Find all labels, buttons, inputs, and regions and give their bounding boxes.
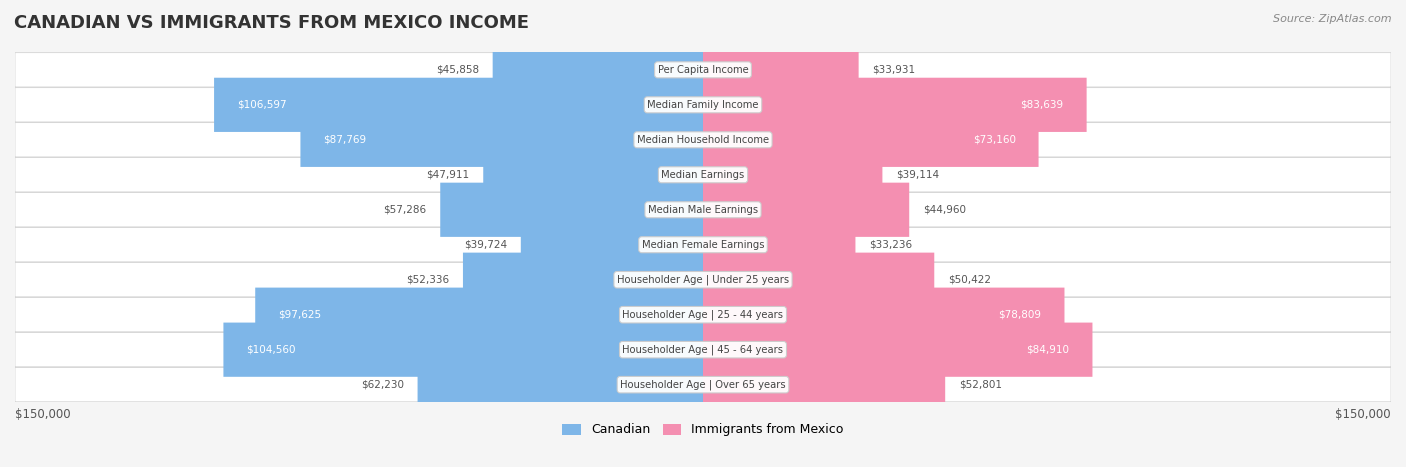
Text: Median Male Earnings: Median Male Earnings [648,205,758,215]
FancyBboxPatch shape [15,297,1391,332]
FancyBboxPatch shape [703,183,910,237]
FancyBboxPatch shape [15,227,1391,262]
FancyBboxPatch shape [463,253,703,307]
FancyBboxPatch shape [224,323,703,377]
FancyBboxPatch shape [703,218,855,272]
Text: $73,160: $73,160 [973,135,1015,145]
FancyBboxPatch shape [703,358,945,412]
Text: Householder Age | Under 25 years: Householder Age | Under 25 years [617,275,789,285]
Text: $84,910: $84,910 [1026,345,1070,355]
FancyBboxPatch shape [15,192,1391,227]
FancyBboxPatch shape [703,43,859,97]
Text: $52,336: $52,336 [406,275,449,285]
Text: $45,858: $45,858 [436,65,479,75]
FancyBboxPatch shape [15,158,1391,192]
Legend: Canadian, Immigrants from Mexico: Canadian, Immigrants from Mexico [557,418,849,441]
FancyBboxPatch shape [15,262,1391,297]
Text: $87,769: $87,769 [323,135,367,145]
Text: $78,809: $78,809 [998,310,1042,320]
FancyBboxPatch shape [703,113,1039,167]
FancyBboxPatch shape [484,148,703,202]
Text: $33,236: $33,236 [869,240,912,250]
FancyBboxPatch shape [440,183,703,237]
Text: $44,960: $44,960 [922,205,966,215]
Text: Median Female Earnings: Median Female Earnings [641,240,765,250]
Text: $47,911: $47,911 [426,170,470,180]
Text: Householder Age | 25 - 44 years: Householder Age | 25 - 44 years [623,310,783,320]
Text: Median Household Income: Median Household Income [637,135,769,145]
FancyBboxPatch shape [15,53,1391,87]
Text: $57,286: $57,286 [384,205,426,215]
Text: Median Family Income: Median Family Income [647,100,759,110]
FancyBboxPatch shape [15,123,1391,157]
FancyBboxPatch shape [703,78,1087,132]
Text: $104,560: $104,560 [246,345,295,355]
FancyBboxPatch shape [703,288,1064,342]
FancyBboxPatch shape [301,113,703,167]
FancyBboxPatch shape [703,253,934,307]
FancyBboxPatch shape [15,368,1391,402]
Text: Source: ZipAtlas.com: Source: ZipAtlas.com [1274,14,1392,24]
FancyBboxPatch shape [703,323,1092,377]
FancyBboxPatch shape [15,88,1391,122]
Text: Householder Age | Over 65 years: Householder Age | Over 65 years [620,379,786,390]
Text: Median Earnings: Median Earnings [661,170,745,180]
Text: $50,422: $50,422 [948,275,991,285]
Text: Per Capita Income: Per Capita Income [658,65,748,75]
Text: $52,801: $52,801 [959,380,1002,389]
FancyBboxPatch shape [214,78,703,132]
Text: $97,625: $97,625 [278,310,322,320]
Text: $39,724: $39,724 [464,240,508,250]
FancyBboxPatch shape [418,358,703,412]
Text: $83,639: $83,639 [1021,100,1064,110]
FancyBboxPatch shape [256,288,703,342]
Text: $39,114: $39,114 [896,170,939,180]
Text: $62,230: $62,230 [361,380,404,389]
FancyBboxPatch shape [520,218,703,272]
FancyBboxPatch shape [492,43,703,97]
Text: CANADIAN VS IMMIGRANTS FROM MEXICO INCOME: CANADIAN VS IMMIGRANTS FROM MEXICO INCOM… [14,14,529,32]
Text: $33,931: $33,931 [872,65,915,75]
Text: Householder Age | 45 - 64 years: Householder Age | 45 - 64 years [623,345,783,355]
FancyBboxPatch shape [15,333,1391,367]
FancyBboxPatch shape [703,148,883,202]
Text: $150,000: $150,000 [1336,408,1391,421]
Text: $106,597: $106,597 [238,100,287,110]
Text: $150,000: $150,000 [15,408,70,421]
